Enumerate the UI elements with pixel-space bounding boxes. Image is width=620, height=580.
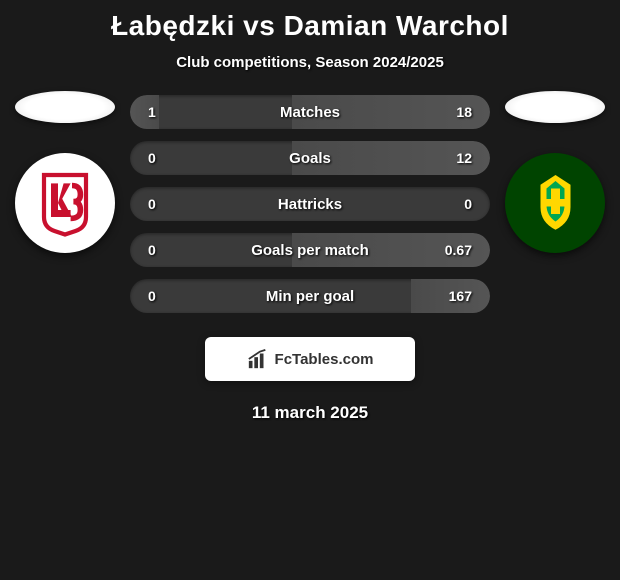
stat-row: 0 Goals per match 0.67 bbox=[130, 233, 490, 267]
stats-list: 1 Matches 18 0 Goals 12 0 Hattricks 0 0 Goals per … bbox=[130, 91, 490, 313]
subtitle: Club competitions, Season 2024/2025 bbox=[0, 54, 620, 71]
right-club-logo bbox=[505, 153, 605, 253]
stat-value-right: 0.67 bbox=[445, 242, 472, 258]
stat-value-left: 1 bbox=[148, 104, 156, 120]
stat-label: Goals per match bbox=[251, 242, 369, 259]
gks-logo-icon bbox=[518, 166, 593, 241]
stat-value-right: 18 bbox=[456, 104, 472, 120]
left-player-column bbox=[10, 91, 120, 253]
chart-icon bbox=[247, 348, 269, 370]
right-player-column bbox=[500, 91, 610, 253]
stat-label: Goals bbox=[289, 150, 331, 167]
fctables-badge[interactable]: FcTables.com bbox=[205, 337, 415, 381]
left-flag-icon bbox=[15, 91, 115, 123]
right-flag-icon bbox=[505, 91, 605, 123]
date-label: 11 march 2025 bbox=[0, 403, 620, 423]
stat-label: Hattricks bbox=[278, 196, 342, 213]
stat-row: 1 Matches 18 bbox=[130, 95, 490, 129]
page-title: Łabędzki vs Damian Warchol bbox=[0, 10, 620, 42]
stat-value-left: 0 bbox=[148, 242, 156, 258]
stat-row: 0 Min per goal 167 bbox=[130, 279, 490, 313]
stat-label: Min per goal bbox=[266, 288, 354, 305]
stat-value-left: 0 bbox=[148, 150, 156, 166]
stat-row: 0 Goals 12 bbox=[130, 141, 490, 175]
left-club-logo bbox=[15, 153, 115, 253]
stat-value-right: 0 bbox=[464, 196, 472, 212]
stat-value-right: 12 bbox=[456, 150, 472, 166]
stat-value-right: 167 bbox=[449, 288, 472, 304]
badge-label: FcTables.com bbox=[275, 351, 374, 368]
stat-value-left: 0 bbox=[148, 196, 156, 212]
stat-label: Matches bbox=[280, 104, 340, 121]
stat-value-left: 0 bbox=[148, 288, 156, 304]
lks-logo-icon bbox=[30, 168, 100, 238]
stat-row: 0 Hattricks 0 bbox=[130, 187, 490, 221]
comparison-area: 1 Matches 18 0 Goals 12 0 Hattricks 0 0 Goals per … bbox=[0, 91, 620, 313]
